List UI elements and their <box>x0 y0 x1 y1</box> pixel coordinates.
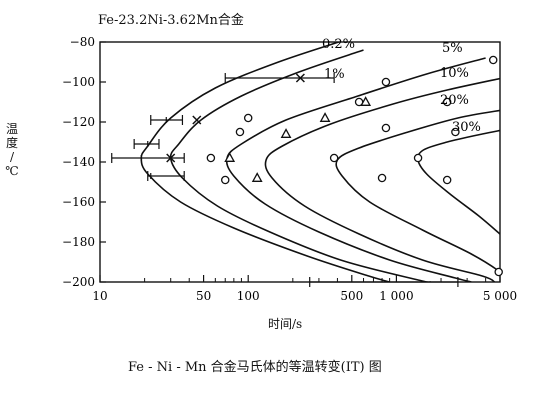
x-tick-label: 50 <box>196 289 211 303</box>
circle-marker <box>488 55 498 65</box>
y-tick-label: −180 <box>62 235 95 249</box>
y-axis-label: 温度 / ℃ <box>5 122 19 178</box>
curve-label-1pct: 1% <box>324 67 345 82</box>
y-tick-label: −120 <box>62 115 95 129</box>
x-tick-label: 1 000 <box>379 289 413 303</box>
triangle-marker <box>360 96 372 106</box>
circle-marker <box>220 175 230 185</box>
circle-marker <box>206 153 216 163</box>
circle-marker <box>381 123 391 133</box>
chart-title: Fe-23.2Ni-3.62Mn合金 <box>98 13 244 28</box>
x-axis-label: 时间/s <box>268 317 303 331</box>
y-tick-label: −80 <box>70 35 95 49</box>
x-tick-label: 10 <box>92 289 107 303</box>
curve-labels: 0.2% 1% 5% 10% 20% 30% <box>322 37 481 135</box>
x-marker <box>295 73 305 83</box>
curve-30pct <box>417 129 500 235</box>
markers <box>111 55 503 287</box>
y-tick-label: −100 <box>62 75 95 89</box>
circle-marker <box>442 97 452 107</box>
x-tick-label: 5 000 <box>483 289 517 303</box>
circle-marker <box>243 113 253 123</box>
circle-marker <box>494 267 503 277</box>
curve-label-5pct: 5% <box>442 41 463 56</box>
figure-caption: Fe - Ni - Mn 合金马氏体的等温转变(IT) 图 <box>128 360 382 375</box>
curve-1pct <box>169 49 431 282</box>
triangle-marker <box>319 112 331 122</box>
curve-10pct <box>264 77 500 282</box>
circle-marker <box>451 127 460 137</box>
curve-5pct <box>225 57 486 282</box>
triangle-marker <box>251 172 263 182</box>
x-tick-label: 500 <box>340 289 363 303</box>
curve-label-30pct: 30% <box>452 120 481 135</box>
curve-20pct <box>335 109 500 274</box>
y-tick-label: −200 <box>62 275 95 289</box>
circle-marker <box>413 153 423 163</box>
y-tick-label: −140 <box>62 155 95 169</box>
curve-label-0p2pct: 0.2% <box>322 37 355 52</box>
x-marker <box>192 115 202 125</box>
curve-label-20pct: 20% <box>440 93 469 108</box>
circle-marker <box>329 153 339 163</box>
curve-label-10pct: 10% <box>440 66 469 81</box>
y-tick-label: −160 <box>62 195 95 209</box>
circle-marker <box>235 127 245 137</box>
circle-marker <box>381 77 391 87</box>
x-tick-label: 100 <box>237 289 260 303</box>
x-marker <box>166 153 176 163</box>
circle-marker <box>442 175 452 185</box>
curve-0p2pct <box>140 42 390 282</box>
circle-marker <box>377 173 387 183</box>
triangle-marker <box>280 128 292 138</box>
triangle-marker <box>224 152 236 162</box>
